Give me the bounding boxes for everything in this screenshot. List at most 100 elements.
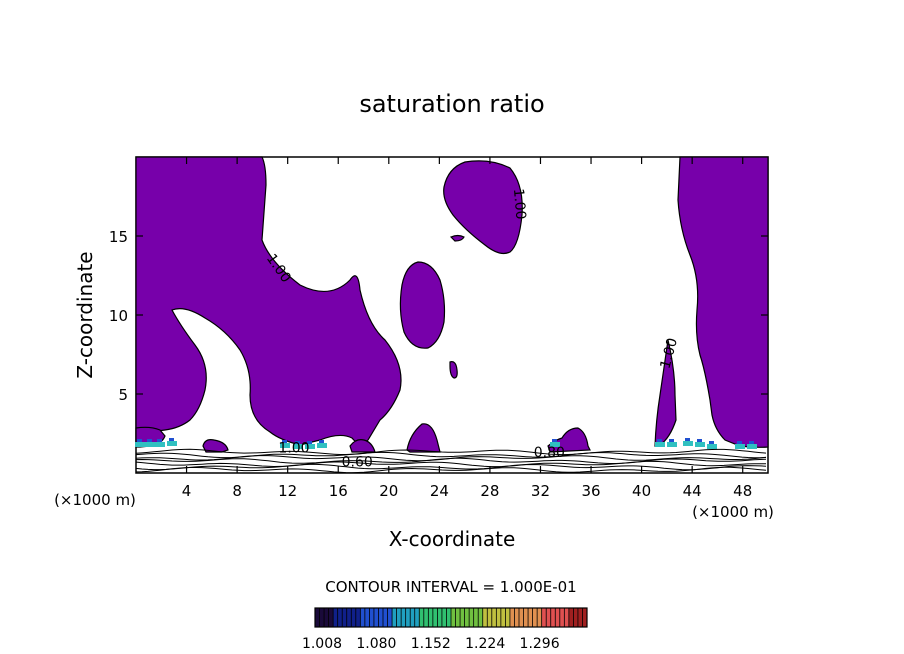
- colorbar-segment: [491, 608, 497, 627]
- surface-contour-line: [135, 466, 767, 474]
- colorbar-segment: [482, 608, 488, 627]
- colorbar-segment: [500, 608, 506, 627]
- colorbar-segment: [396, 608, 402, 627]
- x-tick-label: 20: [379, 482, 398, 500]
- colorbar-segment: [451, 608, 457, 627]
- colorbar-segment: [342, 608, 348, 627]
- colorbar-segment: [487, 608, 493, 627]
- supersaturation-patch: [155, 442, 165, 447]
- colorbar-segment: [559, 608, 565, 627]
- x-tick-label: 36: [581, 482, 600, 500]
- x-axis-label: X-coordinate: [389, 527, 516, 551]
- colorbar-tick-labels: 1.008 1.080 1.152 1.224 1.296: [302, 636, 560, 652]
- colorbar-segment: [568, 608, 574, 627]
- colorbar-segment: [337, 608, 343, 627]
- colorbar-segment: [437, 608, 443, 627]
- y-axis-label: Z-coordinate: [73, 251, 97, 378]
- colorbar-segment: [387, 608, 393, 627]
- colorbar-segment: [346, 608, 352, 627]
- supersaturation-patch-core: [295, 441, 300, 444]
- supersaturation-patch: [305, 444, 315, 449]
- x-tick-label: 48: [733, 482, 752, 500]
- colorbar-segment: [428, 608, 434, 627]
- colorbar-segment: [328, 608, 334, 627]
- saturation-region-4: [443, 160, 523, 255]
- contour-label: 1.00: [510, 188, 529, 220]
- supersaturation-patch-core: [669, 439, 674, 442]
- supersaturation-patch: [667, 442, 677, 447]
- near-surface-contours: [135, 448, 767, 474]
- chart-title: saturation ratio: [359, 90, 544, 118]
- contour-label: 0.80: [534, 445, 565, 461]
- saturation-region-7: [449, 234, 465, 242]
- colorbar-segment: [360, 608, 366, 627]
- colorbar-segment: [364, 608, 370, 627]
- colorbar: [314, 607, 588, 628]
- colorbar-segment: [378, 608, 384, 627]
- surface-contour-line: [135, 457, 767, 464]
- x-tick-label: 32: [531, 482, 550, 500]
- supersaturation-patch-core: [657, 439, 662, 442]
- supersaturation-patch-core: [685, 438, 690, 441]
- colorbar-segment: [355, 608, 361, 627]
- colorbar-segment: [419, 608, 425, 627]
- supersaturation-patch: [747, 444, 757, 449]
- colorbar-segment: [373, 608, 379, 627]
- supersaturation-patch: [167, 441, 177, 446]
- contour-interval-text: CONTOUR INTERVAL = 1.000E-01: [325, 578, 576, 596]
- colorbar-tick-label: 1.224: [465, 636, 505, 652]
- supersaturation-patch: [695, 442, 705, 447]
- x-tick-label: 8: [232, 482, 242, 500]
- colorbar-segment: [460, 608, 466, 627]
- supersaturation-patch-core: [319, 440, 324, 443]
- colorbar-segment: [532, 608, 538, 627]
- colorbar-segment: [550, 608, 556, 627]
- supersaturation-patch-core: [157, 439, 162, 442]
- colorbar-segment: [319, 608, 325, 627]
- colorbar-segment: [537, 608, 543, 627]
- x-tick-label: 24: [430, 482, 449, 500]
- colorbar-tick-label: 1.080: [356, 636, 396, 652]
- x-tick-label: 44: [683, 482, 702, 500]
- colorbar-segment: [324, 608, 330, 627]
- supersaturated-regions: [135, 156, 769, 453]
- colorbar-tick-label: 1.296: [520, 636, 560, 652]
- supersaturation-patch-core: [307, 441, 312, 444]
- colorbar-segment: [523, 608, 529, 627]
- supersaturation-patch: [293, 444, 303, 449]
- colorbar-segment: [519, 608, 525, 627]
- supersaturation-patch: [280, 443, 290, 448]
- supersaturation-patch-core: [169, 438, 174, 441]
- plot-area: 1.001.001.001.000.600.80 4 8 12 16 20 24 28 32 3…: [109, 156, 769, 500]
- supersaturation-patch: [550, 442, 560, 447]
- colorbar-segment: [555, 608, 561, 627]
- supersaturation-patch-core: [709, 441, 714, 444]
- colorbar-segment: [573, 608, 579, 627]
- supersaturation-patch: [735, 444, 745, 449]
- supersaturation-patch-core: [552, 439, 557, 442]
- supersaturation-patch-core: [282, 440, 287, 443]
- x-axis-unit-right: (×1000 m): [692, 503, 774, 521]
- supersaturation-patch: [145, 442, 155, 447]
- supersaturation-patch-core: [697, 439, 702, 442]
- saturation-region-11: [349, 439, 376, 453]
- surface-contour-line: [135, 463, 767, 471]
- colorbar-segment: [577, 608, 583, 627]
- colorbar-segment: [351, 608, 357, 627]
- colorbar-segment: [514, 608, 520, 627]
- colorbar-segment: [528, 608, 534, 627]
- colorbar-frame: [314, 607, 588, 628]
- saturation-region-8: [202, 439, 229, 453]
- colorbar-segment: [392, 608, 398, 627]
- supersaturation-patch: [683, 441, 693, 446]
- colorbar-segment: [405, 608, 411, 627]
- saturation-region-6: [449, 361, 458, 379]
- colorbar-segment: [414, 608, 420, 627]
- y-tick-label: 15: [109, 228, 128, 246]
- colorbar-segment: [315, 608, 321, 627]
- colorbar-segment: [564, 608, 570, 627]
- colorbar-segment: [541, 608, 547, 627]
- colorbar-segment: [383, 608, 389, 627]
- supersaturation-patch-core: [749, 441, 754, 444]
- colorbar-segment: [473, 608, 479, 627]
